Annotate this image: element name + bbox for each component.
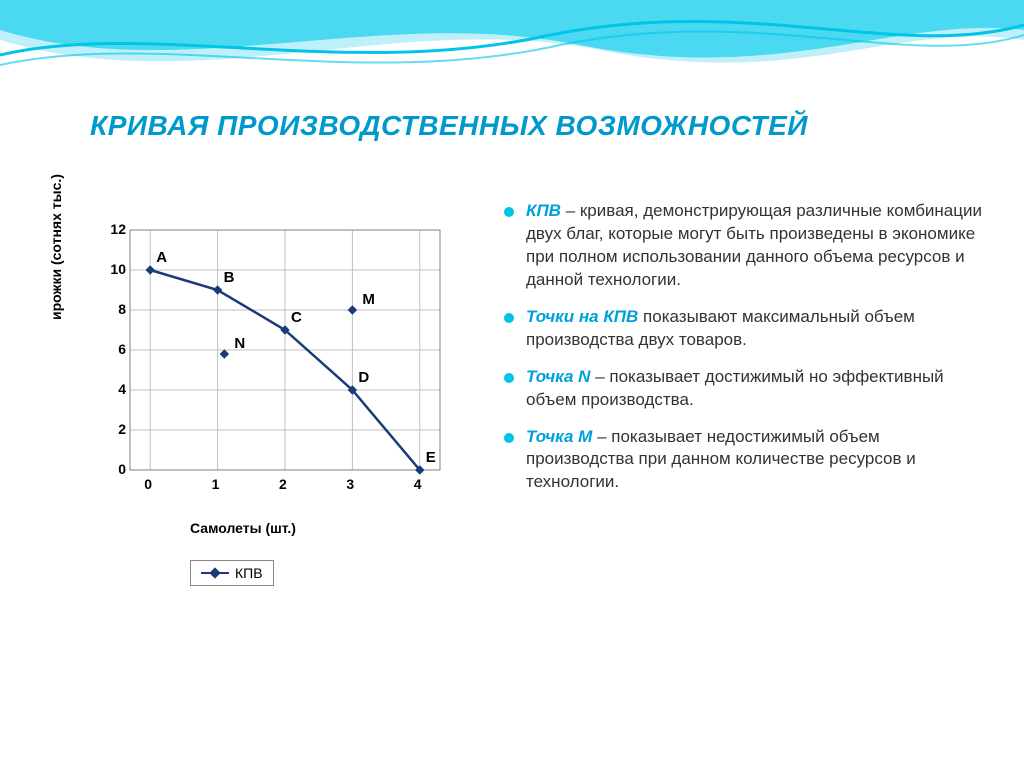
bullet-list: КПВ – кривая, демонстрирующая различные … [500, 200, 990, 508]
x-tick-label: 4 [414, 476, 422, 492]
bullet-lead: Точки на КПВ [526, 307, 638, 326]
page-title: КРИВАЯ ПРОИЗВОДСТВЕННЫХ ВОЗМОЖНОСТЕЙ [90, 110, 808, 142]
bullet-item: Точки на КПВ показывают максимальный объ… [500, 306, 990, 352]
x-axis-label: Самолеты (шт.) [190, 520, 296, 536]
bullet-lead: КПВ [526, 201, 561, 220]
svg-text:B: B [224, 269, 235, 286]
y-tick-label: 12 [96, 221, 126, 237]
y-axis-label: ирожки (сотнях тыс.) [48, 174, 64, 320]
bullet-item: КПВ – кривая, демонстрирующая различные … [500, 200, 990, 292]
svg-text:C: C [291, 309, 302, 326]
x-tick-label: 1 [212, 476, 220, 492]
chart-legend: КПВ [190, 560, 274, 586]
y-tick-label: 8 [96, 301, 126, 317]
bullet-text: – кривая, демонстрирующая различные комб… [526, 201, 982, 289]
svg-text:E: E [426, 449, 436, 466]
x-tick-label: 2 [279, 476, 287, 492]
y-tick-label: 4 [96, 381, 126, 397]
x-tick-label: 3 [346, 476, 354, 492]
y-tick-label: 2 [96, 421, 126, 437]
bullet-item: Точка M – показывает недостижимый объем … [500, 426, 990, 495]
y-tick-label: 0 [96, 461, 126, 477]
svg-text:A: A [156, 249, 167, 266]
legend-marker-icon [201, 572, 229, 574]
svg-text:N: N [234, 335, 245, 352]
ppf-chart: ирожки (сотнях тыс.) ABCDENM 02468101201… [40, 200, 460, 620]
y-tick-label: 6 [96, 341, 126, 357]
y-tick-label: 10 [96, 261, 126, 277]
bullet-lead: Точка N [526, 367, 590, 386]
bullet-item: Точка N – показывает достижимый но эффек… [500, 366, 990, 412]
svg-text:M: M [362, 291, 375, 308]
x-tick-label: 0 [144, 476, 152, 492]
legend-label: КПВ [235, 565, 263, 581]
bullet-lead: Точка M [526, 427, 592, 446]
svg-text:D: D [358, 369, 369, 386]
